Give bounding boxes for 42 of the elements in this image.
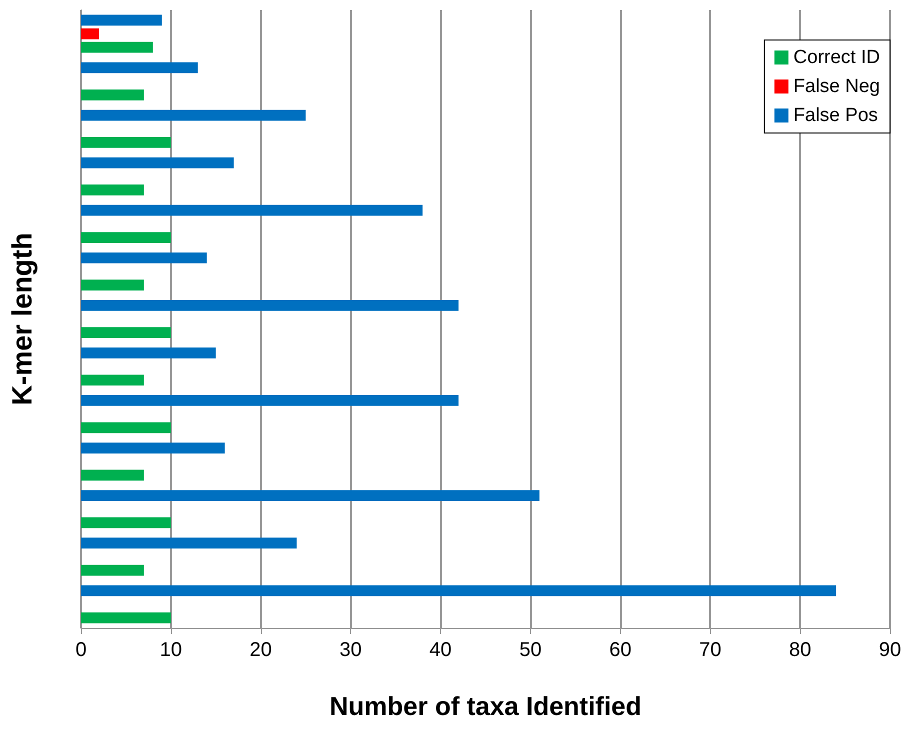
x-tick-label: 30 (340, 639, 362, 661)
x-tick-label: 70 (699, 639, 722, 661)
bar (81, 62, 198, 74)
x-tick-label: 20 (250, 639, 272, 661)
bar (81, 490, 540, 502)
bar (81, 422, 171, 434)
x-tick-label: 60 (609, 639, 632, 661)
x-tick-label: 40 (429, 639, 452, 661)
bar (81, 204, 423, 216)
bar (81, 110, 306, 121)
bar (81, 184, 144, 196)
bar (81, 280, 144, 290)
bar (81, 14, 162, 26)
bar (81, 232, 171, 243)
bar (81, 348, 216, 358)
bar (81, 564, 144, 576)
x-tick-label: 0 (75, 639, 87, 661)
legend-label: False Neg (793, 76, 880, 97)
bar (81, 395, 459, 406)
x-tick-label: 80 (788, 639, 812, 661)
bar (81, 28, 99, 40)
bar (81, 42, 153, 53)
bar (81, 470, 144, 481)
x-axis-title: Number of taxa Identified (329, 691, 642, 721)
bar (81, 157, 234, 168)
x-tick-label: 50 (519, 639, 542, 661)
bar (81, 252, 207, 264)
bar (81, 327, 171, 338)
bar (81, 300, 459, 311)
y-axis-title: K-mer length (6, 232, 38, 406)
bar (81, 585, 836, 596)
bar (81, 442, 225, 454)
legend-label: Correct ID (793, 47, 880, 68)
bar (81, 517, 171, 528)
bar (81, 136, 171, 148)
bar (81, 538, 297, 549)
bar (81, 374, 144, 386)
x-tick-label: 90 (878, 639, 902, 661)
legend-label: False Pos (793, 105, 878, 126)
bar (81, 612, 171, 624)
bar (81, 89, 144, 100)
x-tick-label: 10 (160, 639, 182, 661)
